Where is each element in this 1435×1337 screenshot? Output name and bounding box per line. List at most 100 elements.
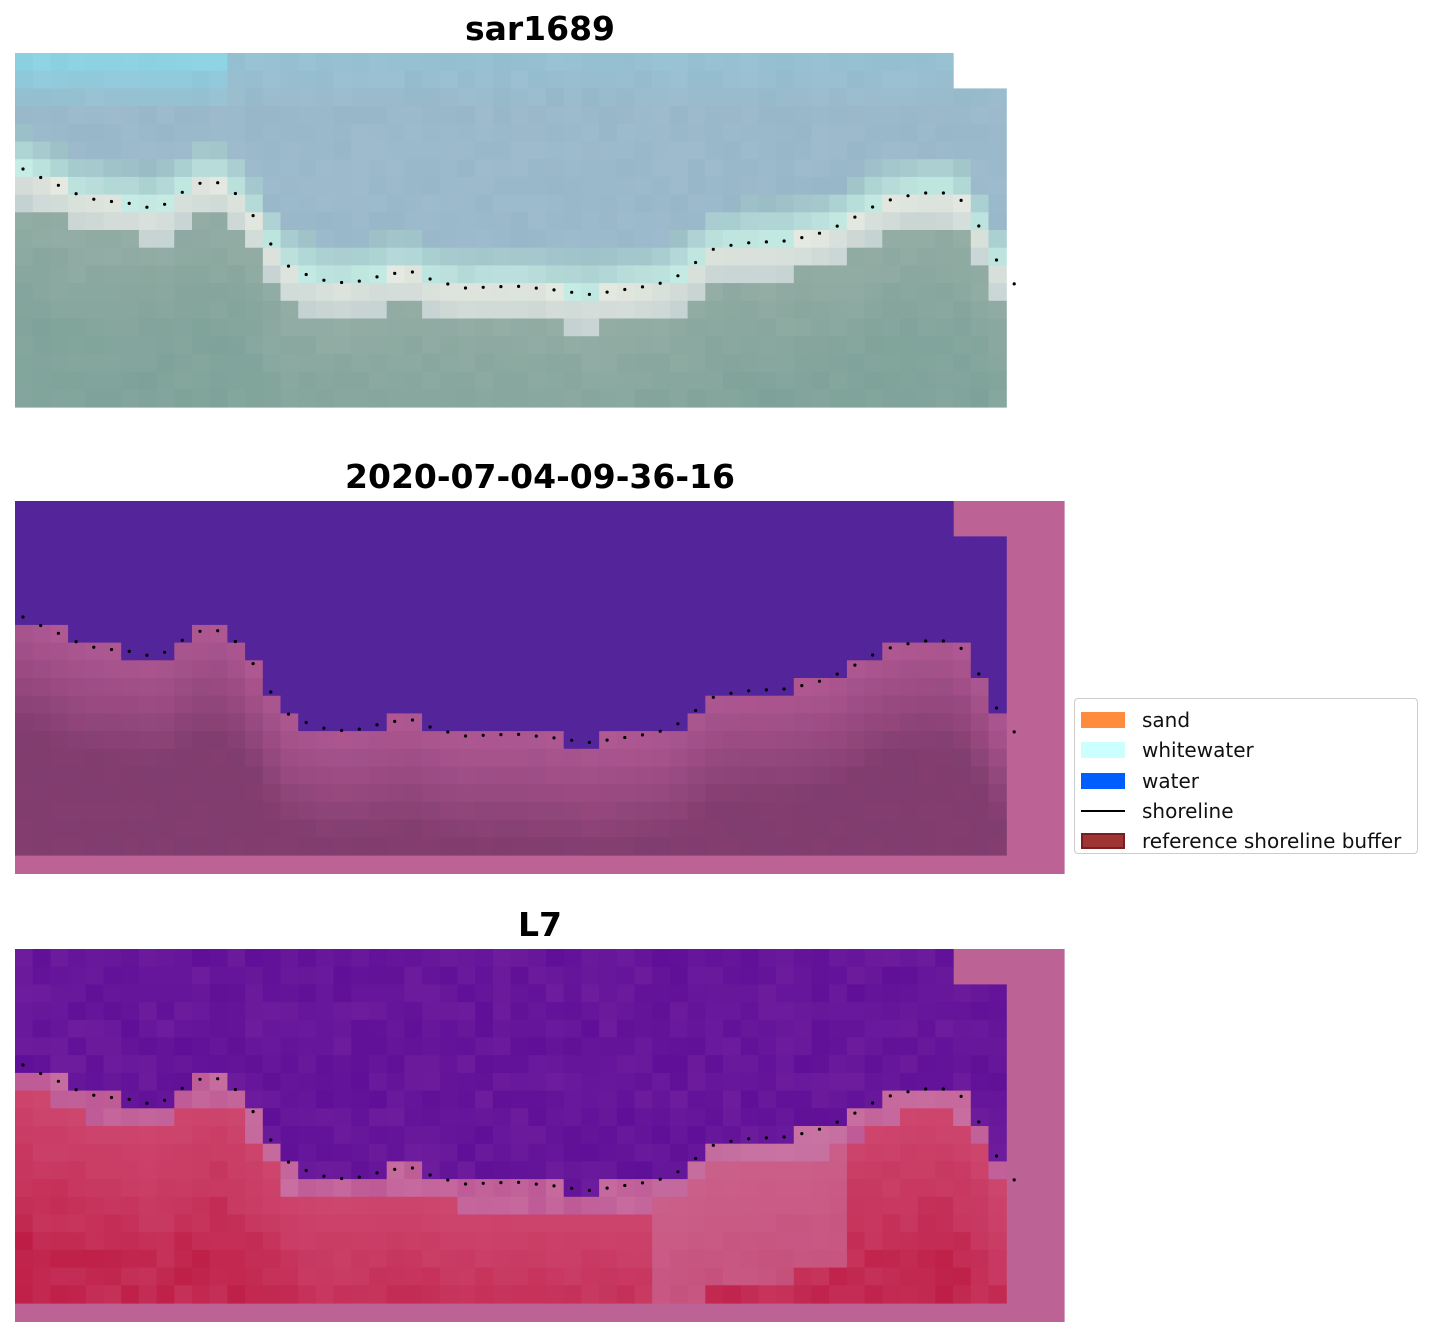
shoreline-point — [56, 631, 61, 635]
shoreline-point — [959, 646, 963, 650]
shoreline-point — [835, 672, 839, 676]
shoreline-point — [623, 1183, 627, 1188]
shoreline-point — [977, 224, 981, 228]
legend-item-shoreline: shoreline — [1081, 796, 1417, 826]
shoreline-point — [711, 695, 715, 699]
shoreline-point — [481, 733, 485, 737]
shoreline-point — [906, 642, 910, 646]
shoreline-point — [74, 192, 78, 196]
shoreline-point — [994, 258, 999, 262]
shoreline-point — [127, 201, 131, 205]
legend-item-water: water — [1081, 766, 1417, 796]
shoreline-point — [286, 264, 291, 268]
shoreline-point — [198, 181, 202, 185]
legend: sand whitewater water shoreline referenc… — [1074, 698, 1418, 854]
shoreline-point — [145, 1101, 149, 1105]
legend-label-whitewater: whitewater — [1142, 738, 1254, 763]
shoreline-point — [322, 1174, 326, 1178]
shoreline-point — [871, 1101, 875, 1105]
shoreline-point — [747, 241, 751, 245]
shoreline-point — [623, 287, 627, 292]
shoreline-point — [924, 191, 928, 195]
shoreline-point — [410, 718, 414, 722]
shoreline-point — [56, 183, 61, 187]
shoreline-point — [269, 242, 273, 246]
shoreline-point — [393, 271, 397, 275]
shoreline-point — [322, 278, 326, 282]
shoreline-point — [959, 198, 963, 202]
shoreline-point — [357, 279, 361, 283]
shoreline-point — [853, 215, 857, 219]
shoreline-point — [941, 191, 946, 195]
shoreline-point — [747, 689, 751, 693]
shoreline-point — [180, 190, 184, 194]
shoreline-point — [605, 738, 609, 742]
shoreline-point — [694, 260, 698, 265]
shoreline-point — [835, 1120, 839, 1124]
shoreline-point — [676, 274, 680, 278]
shoreline-point — [233, 639, 237, 644]
shoreline-point — [871, 653, 875, 657]
shoreline-point — [835, 224, 839, 228]
shoreline-point — [605, 1186, 609, 1190]
shoreline-point — [393, 1167, 397, 1171]
shoreline-point — [375, 723, 379, 727]
shoreline-point — [871, 205, 875, 209]
shoreline-point — [587, 292, 592, 296]
shoreline-point — [145, 205, 149, 209]
shoreline-point — [640, 1181, 645, 1185]
shoreline-point — [163, 202, 167, 206]
shoreline-point — [127, 1097, 131, 1101]
panel-title-classified: 2020-07-04-09-36-16 — [345, 457, 735, 496]
shoreline-point — [676, 722, 680, 726]
shoreline-point — [853, 1111, 857, 1115]
shoreline-point — [163, 1098, 167, 1102]
shoreline-point — [994, 706, 999, 710]
shoreline-point — [552, 736, 556, 740]
shoreline-point — [800, 684, 804, 688]
legend-label-water: water — [1142, 768, 1199, 793]
shoreline-point — [640, 285, 645, 289]
shoreline-point — [39, 175, 43, 180]
shoreline-point — [570, 738, 574, 742]
shoreline-point — [269, 1138, 273, 1142]
shoreline-point — [127, 649, 131, 653]
shoreline-point — [410, 1166, 414, 1170]
shoreline-point — [924, 639, 928, 643]
shoreline-point — [304, 272, 308, 277]
shoreline-point — [747, 1137, 751, 1141]
shoreline-point — [428, 725, 432, 729]
rgb-image-panel — [15, 53, 1016, 408]
shoreline-point — [906, 194, 910, 198]
shoreline-point — [21, 1063, 25, 1067]
shoreline-point — [1012, 1178, 1016, 1182]
shoreline-point — [517, 284, 521, 288]
shoreline-point — [304, 1168, 308, 1173]
legend-label-reference-buffer: reference shoreline buffer — [1142, 829, 1402, 854]
shoreline-point — [817, 679, 822, 683]
shoreline-point — [729, 243, 733, 247]
shoreline-point — [481, 285, 485, 289]
shoreline-point — [1012, 730, 1016, 734]
shoreline-point — [286, 712, 291, 716]
shoreline-point — [163, 650, 167, 654]
shoreline-point — [375, 1171, 379, 1175]
shoreline-point — [446, 730, 450, 734]
shoreline-point — [357, 727, 361, 731]
shoreline-point — [711, 1143, 715, 1147]
legend-swatch-shoreline — [1081, 810, 1125, 813]
shoreline-point — [92, 197, 96, 201]
shoreline-point — [322, 726, 326, 730]
legend-item-whitewater: whitewater — [1081, 735, 1417, 765]
shoreline-point — [216, 629, 220, 633]
shoreline-point — [340, 1176, 344, 1181]
legend-label-shoreline: shoreline — [1142, 799, 1234, 824]
legend-label-sand: sand — [1142, 708, 1191, 733]
shoreline-point — [817, 1127, 822, 1131]
index-image-panel — [15, 949, 1065, 1322]
shoreline-point — [180, 1086, 184, 1090]
shoreline-point — [570, 290, 574, 294]
shoreline-point — [517, 732, 521, 736]
shoreline-point — [817, 231, 822, 235]
shoreline-point — [92, 645, 96, 649]
